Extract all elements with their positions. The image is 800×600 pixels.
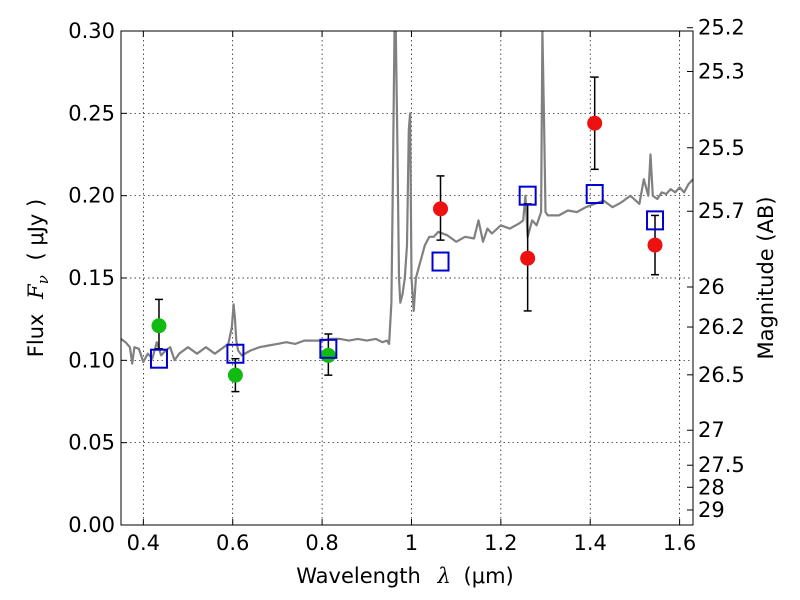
- data-points: [149, 76, 665, 393]
- grid: [121, 31, 693, 525]
- y-axis-label-unit: ( μJy ): [24, 199, 48, 261]
- mag-tick-label: 28: [698, 475, 725, 499]
- model-box: [319, 338, 338, 359]
- mag-tick-label: 27.5: [698, 453, 745, 477]
- data-point: [320, 347, 336, 363]
- x-axis-label-symbol: λ: [437, 564, 451, 588]
- template-spectrum: [121, 31, 693, 365]
- y-tick-label: 0.15: [68, 266, 115, 290]
- x-axis-label-unit: (μm): [464, 564, 514, 588]
- x-tick-label: 0.4: [127, 531, 160, 555]
- mag-tick-label: 29: [698, 498, 725, 522]
- y-tick-label: 0.30: [68, 19, 115, 43]
- mag-tick-label: 25.7: [698, 199, 745, 223]
- axis-ticks: 0.4 0.6 0.8 1 1.2 1.4 1.6 0.00 0.05 0.10 0.15 0.20 0…: [68, 16, 745, 555]
- data-point: [647, 237, 663, 253]
- y-axis-label-symbol: F: [24, 283, 48, 300]
- x-axis-label-text: Wavelength: [296, 564, 421, 588]
- mag-tick-label: 25.3: [698, 59, 745, 83]
- x-tick-label: 1: [405, 531, 418, 555]
- y-axis-label-subscript: ν: [34, 275, 52, 284]
- y-tick-label: 0.10: [68, 348, 115, 372]
- y-tick-label: 0.00: [68, 513, 115, 537]
- x-tick-label: 0.8: [305, 531, 338, 555]
- mag-tick-label: 25.2: [698, 16, 745, 40]
- data-point: [227, 367, 243, 383]
- template-spectrum-line: [121, 31, 693, 365]
- mag-tick-label: 26: [698, 275, 725, 299]
- y-tick-label: 0.20: [68, 184, 115, 208]
- model-box: [585, 184, 604, 205]
- model-box: [518, 185, 537, 206]
- model-box: [226, 343, 245, 364]
- data-point: [520, 250, 536, 266]
- model-box: [149, 348, 168, 369]
- series-model-band-fluxes: [149, 184, 665, 369]
- model-box: [646, 210, 665, 231]
- data-point: [433, 201, 449, 217]
- x-axis-label: Wavelength λ (μm): [296, 564, 513, 588]
- series-NIR-photometry: [433, 76, 663, 312]
- y-axis-label: Flux Fν ( μJy ): [24, 199, 53, 357]
- x-tick-label: 1.6: [663, 531, 696, 555]
- y-axis-label-text: Flux: [24, 314, 48, 358]
- data-point: [587, 115, 603, 131]
- y-tick-label: 0.25: [68, 101, 115, 125]
- mag-tick-label: 26.2: [698, 315, 745, 339]
- y2-axis-label: Magnitude (AB): [754, 196, 778, 359]
- x-tick-label: 0.6: [216, 531, 249, 555]
- model-box: [431, 251, 450, 272]
- x-tick-label: 1.2: [484, 531, 517, 555]
- data-point: [151, 318, 167, 334]
- mag-tick-label: 26.5: [698, 363, 745, 387]
- mag-tick-label: 27: [698, 418, 725, 442]
- x-tick-label: 1.4: [574, 531, 607, 555]
- y-tick-label: 0.05: [68, 431, 115, 455]
- mag-tick-label: 25.5: [698, 136, 745, 160]
